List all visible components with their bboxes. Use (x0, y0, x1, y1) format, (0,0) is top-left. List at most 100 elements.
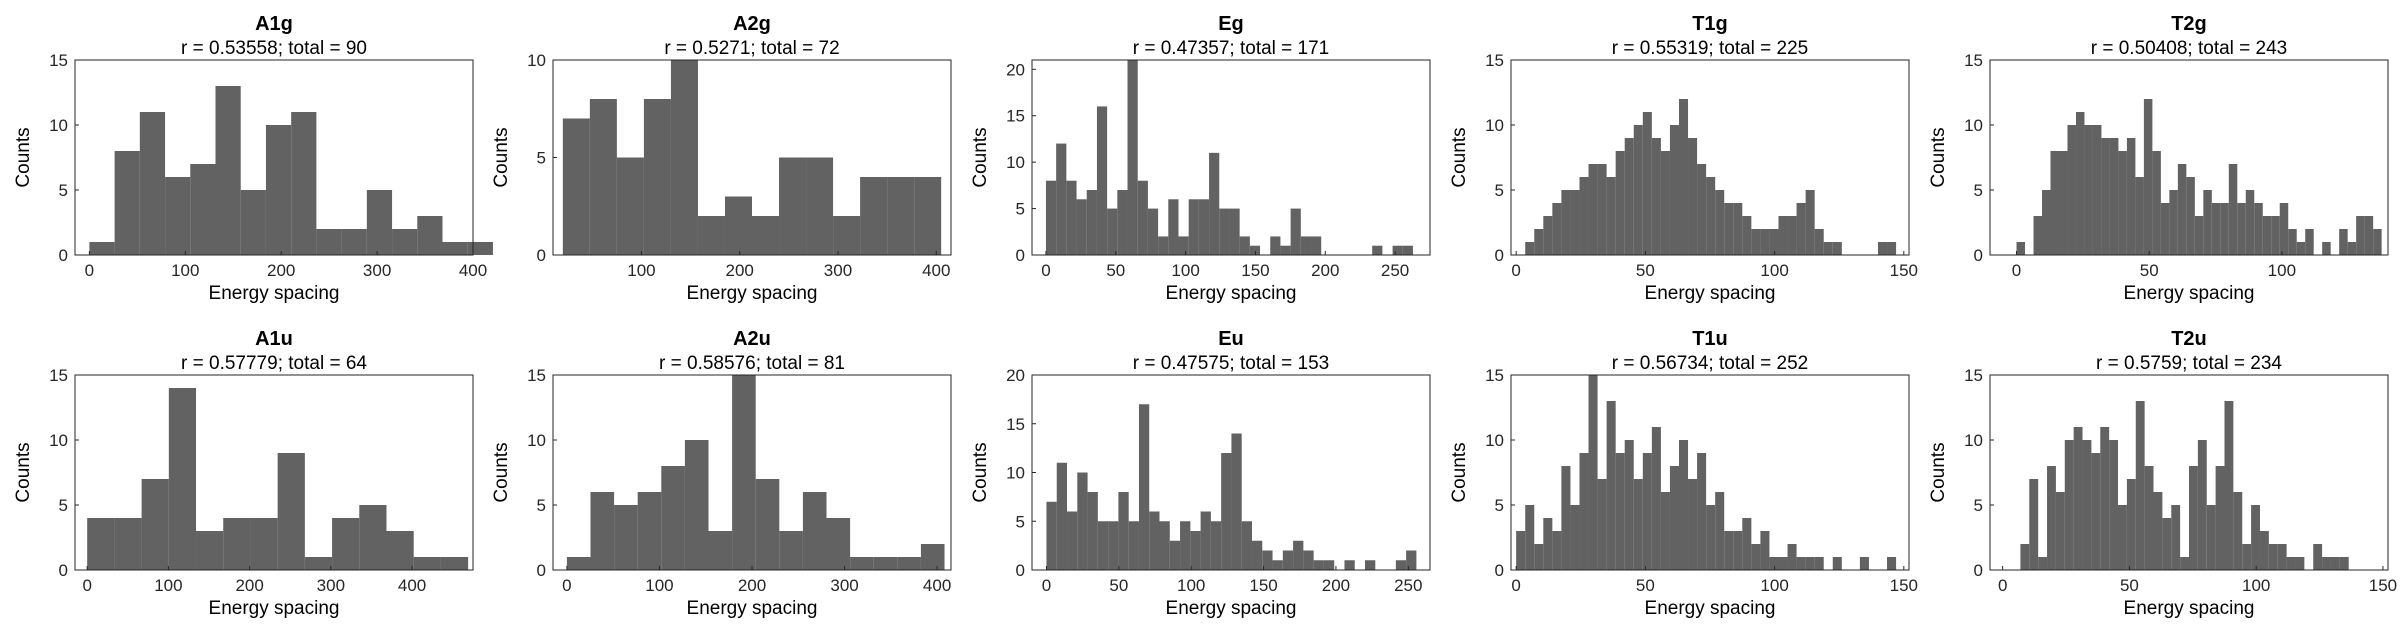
y-tick-label: 5 (1016, 512, 1025, 531)
y-axis-label: Counts (1449, 127, 1470, 187)
histogram-bar (1097, 521, 1109, 570)
histogram-bar (2171, 505, 2181, 570)
histogram-bar (2259, 531, 2269, 570)
histogram-bar (1066, 180, 1077, 255)
histogram-bar (1561, 190, 1571, 255)
x-tick-label: 200 (738, 576, 766, 595)
y-tick-label: 0 (1974, 561, 1983, 580)
histogram-bar (1180, 521, 1191, 570)
histogram-bar (1570, 505, 1580, 570)
histogram-bar (670, 60, 698, 255)
x-tick-label: 100 (154, 576, 182, 595)
histogram-bar (1796, 203, 1806, 255)
histogram-bar (1056, 462, 1068, 570)
histogram-bar (724, 196, 752, 255)
histogram-bar (1107, 208, 1118, 255)
histogram-bar (1210, 521, 1222, 570)
axes-frame (1031, 59, 1431, 256)
histogram-bar (826, 518, 851, 570)
histogram-bar (1678, 440, 1689, 570)
x-tick-label: 50 (1636, 261, 1655, 280)
x-tick-label: 100 (1760, 261, 1788, 280)
histogram-bar (1323, 560, 1335, 570)
histogram-bar (2373, 229, 2382, 255)
histogram-bar (1117, 190, 1128, 255)
x-tick-label: 0 (1511, 261, 1520, 280)
histogram-bar (1239, 236, 1250, 255)
histogram-bar (1660, 492, 1670, 570)
histogram-bar (2073, 427, 2083, 570)
histogram-bar (566, 557, 591, 570)
histogram-panel-a1g: 0 100 200 300 400 0 5 10 15 A1g r = 0.53558; total… (13, 13, 493, 304)
y-tick-label: 5 (537, 149, 546, 168)
histogram-bar (1525, 505, 1535, 570)
histogram-bar (1190, 531, 1201, 570)
histogram-bar (1303, 550, 1314, 570)
histogram-bar (1688, 479, 1698, 570)
x-axis-label: Energy spacing (2124, 283, 2255, 304)
x-tick-label: 50 (1636, 576, 1655, 595)
x-tick-label: 100 (1171, 261, 1199, 280)
histogram-bar (2194, 216, 2204, 255)
histogram-bar (1651, 427, 1661, 570)
y-tick-label: 10 (49, 431, 68, 450)
histogram-bar (2118, 151, 2127, 255)
histogram-bar (1552, 531, 1562, 570)
histogram-bar (1877, 242, 1888, 255)
panel-subtitle: r = 0.57779; total = 64 (181, 353, 367, 374)
histogram-bar (1588, 164, 1598, 255)
y-axis-label: Counts (491, 127, 512, 187)
histogram-bar (2242, 544, 2252, 570)
histogram-bar (2109, 440, 2119, 570)
histogram-bar (1076, 199, 1087, 255)
histogram-bar (1642, 453, 1652, 570)
y-axis-label: Counts (970, 127, 991, 187)
histogram-panel-t2g: 0 50 100 0 5 10 15 T2g r = 0.50408; total = 243 E… (1928, 13, 2389, 304)
histogram-bar (2058, 151, 2068, 255)
histogram-bar (2330, 557, 2340, 570)
histogram-bar (643, 99, 671, 255)
histogram-bar (304, 557, 333, 570)
axes-frame (1989, 374, 2389, 571)
y-tick-label: 15 (1485, 366, 1504, 385)
x-tick-label: 0 (562, 576, 571, 595)
histogram-bar (332, 518, 360, 570)
x-axis-label: Energy spacing (1166, 598, 1297, 619)
histogram-bar (2016, 242, 2026, 255)
x-tick-label: 200 (235, 576, 263, 595)
histogram-bar (1561, 466, 1571, 570)
histogram-bar (887, 177, 915, 255)
histogram-bar (2067, 125, 2076, 255)
histogram-bar (1543, 216, 1553, 255)
histogram-bar (1570, 190, 1580, 255)
histogram-bar (139, 112, 166, 255)
histogram-bar (1823, 242, 1833, 255)
histogram-bar (1087, 492, 1098, 570)
histogram-bar (1606, 401, 1616, 570)
y-tick-label: 5 (59, 181, 68, 200)
x-axis-label: Energy spacing (209, 283, 340, 304)
histogram-bar (1118, 492, 1129, 570)
x-axis-label: Energy spacing (2124, 598, 2255, 619)
x-axis-label: Energy spacing (1645, 283, 1776, 304)
histogram-bar (1805, 557, 1815, 570)
histogram-bar (1715, 190, 1725, 255)
histogram-bar (1209, 152, 1220, 255)
histogram-bar (1742, 518, 1752, 570)
y-tick-label: 10 (49, 116, 68, 135)
histogram-bar (1597, 164, 1607, 255)
histogram-bar (1516, 531, 1526, 570)
histogram-bar (1137, 180, 1148, 255)
histogram-bar (2092, 125, 2102, 255)
x-tick-label: 0 (1042, 576, 1051, 595)
x-tick-label: 100 (645, 576, 673, 595)
histogram-bar (1046, 501, 1057, 570)
x-tick-label: 50 (2120, 576, 2139, 595)
histogram-bar (873, 557, 898, 570)
histogram-bar (1859, 557, 1869, 570)
histogram-bar (1651, 138, 1661, 255)
histogram-bar (2305, 229, 2314, 255)
histogram-bar (755, 479, 780, 570)
histogram-bar (87, 518, 115, 570)
histogram-bar (562, 118, 590, 255)
